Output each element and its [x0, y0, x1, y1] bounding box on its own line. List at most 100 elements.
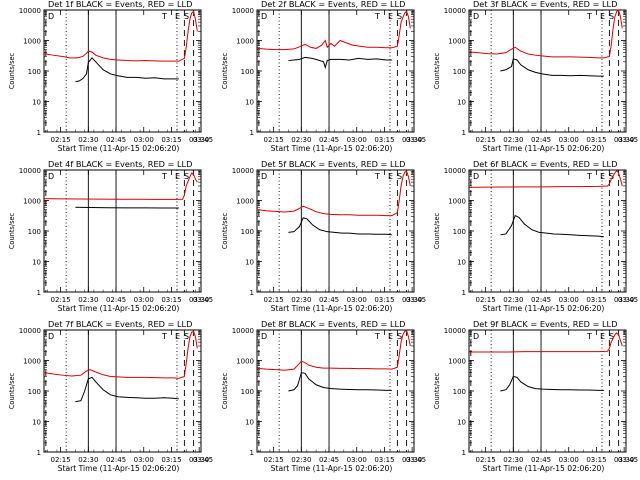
y-tick-label: 1	[37, 289, 41, 297]
panel-5: Det 5f BLACK = Events, RED = LLD 1 10 100 10…	[221, 159, 426, 313]
x-tick-label: 03:45	[193, 296, 213, 304]
panel-title: Det 2f BLACK = Events, RED = LLD	[261, 0, 405, 9]
x-tick-label: 02:15	[51, 136, 71, 144]
x-tick-label: 03:15	[586, 296, 606, 304]
corner-label-t: T	[161, 12, 167, 21]
x-tick-label: 02:15	[476, 296, 496, 304]
x-tick-label: 02:15	[264, 296, 284, 304]
corner-label-e: E	[600, 172, 605, 181]
corner-label-d: D	[261, 172, 267, 181]
panel-title: Det 6f BLACK = Events, RED = LLD	[473, 159, 617, 169]
x-tick-label: 03:30	[402, 296, 422, 304]
panel-title: Det 9f BLACK = Events, RED = LLD	[473, 319, 617, 329]
y-axis-label: Counts/sec	[8, 52, 16, 89]
x-tick-label: 03:45	[193, 456, 213, 464]
corner-label-d: D	[48, 332, 54, 341]
x-axis-label: Start Time (11-Apr-15 02:06:20)	[271, 464, 393, 473]
panel-9: Det 9f BLACK = Events, RED = LLD 1 10 100 10…	[433, 319, 638, 473]
y-tick-label: 10	[245, 99, 254, 107]
x-tick-label: 03:15	[586, 456, 606, 464]
panel-title: Det 7f BLACK = Events, RED = LLD	[48, 319, 192, 329]
panel-4: Det 4f BLACK = Events, RED = LLD 1 10 100 10…	[8, 159, 213, 313]
lld-series-line	[256, 330, 411, 371]
x-tick-label: 03:45	[406, 136, 426, 144]
y-tick-label: 10	[32, 419, 41, 427]
x-tick-label: 02:15	[51, 296, 71, 304]
x-tick-label: 03:15	[161, 456, 181, 464]
corner-label-s: S	[184, 172, 189, 181]
x-tick-label: 03:45	[406, 456, 426, 464]
corner-label-e: E	[388, 12, 393, 21]
x-tick-label: 03:45	[193, 136, 213, 144]
plot-frame	[256, 329, 415, 453]
corner-label-t: T	[586, 172, 592, 181]
corner-label-s: S	[397, 172, 402, 181]
x-tick-label: 03:00	[134, 296, 154, 304]
x-axis-label: Start Time (11-Apr-15 02:06:20)	[483, 144, 605, 153]
lld-series-line	[468, 9, 623, 59]
corner-label-t: T	[161, 172, 167, 181]
panel-7: Det 7f BLACK = Events, RED = LLD 1 10 100 10…	[8, 319, 213, 473]
x-tick-label: 03:45	[406, 296, 426, 304]
corner-label-t: T	[374, 12, 380, 21]
x-axis-label: Start Time (11-Apr-15 02:06:20)	[483, 464, 605, 473]
lld-series-line	[468, 169, 623, 188]
lld-series-line	[43, 10, 198, 62]
x-tick-label: 02:15	[51, 456, 71, 464]
corner-label-d: D	[48, 172, 54, 181]
x-axis-label: Start Time (11-Apr-15 02:06:20)	[271, 304, 393, 313]
plot-frame	[256, 169, 415, 293]
y-tick-label: 100	[241, 68, 254, 76]
y-tick-label: 10000	[19, 167, 41, 175]
y-tick-label: 100	[241, 228, 254, 236]
x-tick-label: 02:45	[106, 136, 126, 144]
corner-label-e: E	[388, 332, 393, 341]
y-tick-label: 10000	[232, 327, 254, 335]
x-axis-label: Start Time (11-Apr-15 02:06:20)	[271, 144, 393, 153]
events-series-line	[288, 372, 392, 392]
y-tick-label: 100	[28, 228, 41, 236]
x-tick-label: 03:00	[347, 456, 367, 464]
y-tick-label: 10000	[444, 167, 466, 175]
y-tick-label: 1000	[23, 358, 41, 366]
y-tick-label: 100	[28, 388, 41, 396]
x-tick-label: 03:00	[347, 296, 367, 304]
corner-label-t: T	[161, 332, 167, 341]
y-tick-label: 10	[457, 99, 466, 107]
y-tick-label: 10000	[19, 327, 41, 335]
x-tick-label: 02:45	[319, 136, 339, 144]
corner-label-s: S	[397, 12, 402, 21]
events-series-line	[75, 206, 179, 209]
y-tick-label: 1000	[236, 358, 254, 366]
y-tick-label: 10000	[232, 7, 254, 15]
y-tick-label: 1000	[448, 38, 466, 46]
plot-frame	[256, 9, 415, 133]
corner-label-e: E	[175, 12, 180, 21]
corner-label-s: S	[184, 12, 189, 21]
y-tick-label: 1000	[448, 358, 466, 366]
corner-label-e: E	[175, 172, 180, 181]
y-tick-label: 10	[32, 259, 41, 267]
corner-label-t: T	[586, 12, 592, 21]
y-tick-label: 1	[250, 289, 254, 297]
corner-label-d: D	[261, 12, 267, 21]
panel-2: Det 2f BLACK = Events, RED = LLD 1 10 100 10…	[221, 0, 426, 153]
plot-frame	[43, 9, 202, 133]
corner-label-t: T	[586, 332, 592, 341]
x-tick-label: 03:45	[618, 136, 638, 144]
x-tick-label: 03:15	[161, 296, 181, 304]
y-tick-label: 1000	[236, 38, 254, 46]
x-tick-label: 03:00	[559, 296, 579, 304]
lld-series-line	[256, 10, 411, 51]
x-tick-label: 02:30	[78, 296, 98, 304]
x-tick-label: 02:45	[106, 296, 126, 304]
x-tick-label: 03:45	[618, 296, 638, 304]
y-tick-label: 100	[453, 388, 466, 396]
corner-label-d: D	[473, 172, 479, 181]
corner-label-e: E	[600, 332, 605, 341]
corner-label-s: S	[609, 332, 614, 341]
lld-series-line	[43, 172, 198, 200]
x-tick-label: 02:45	[319, 296, 339, 304]
x-tick-label: 02:30	[503, 456, 523, 464]
